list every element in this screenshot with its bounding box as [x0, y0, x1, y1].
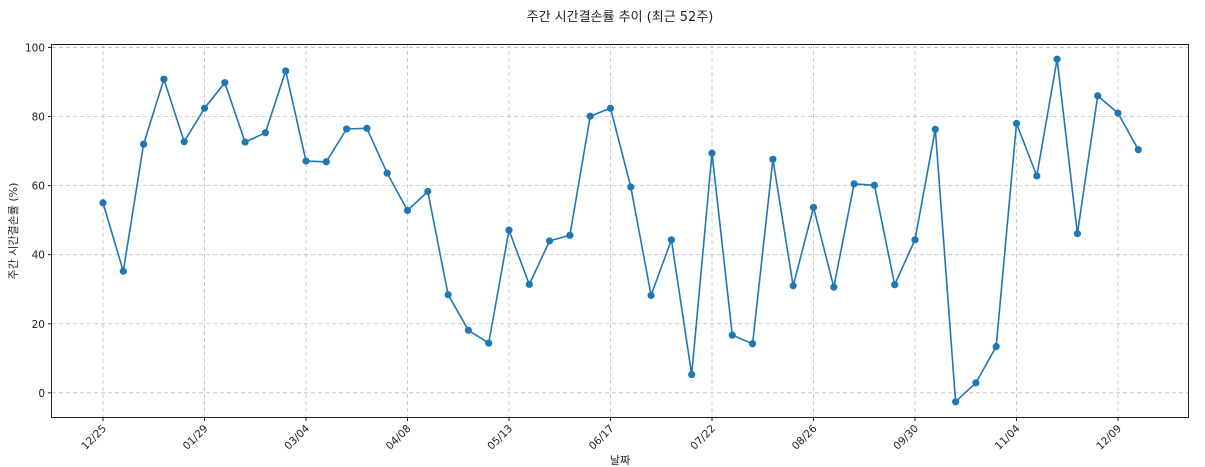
data-point [688, 370, 696, 379]
series-layer [99, 55, 1142, 406]
chart-title: 주간 시간결손률 추이 (최근 52주) [527, 10, 714, 25]
x-tick-label: 06/17 [587, 423, 617, 453]
data-point [749, 340, 757, 348]
data-point [221, 79, 229, 87]
data-point [1094, 92, 1102, 100]
data-point [424, 187, 432, 196]
data-point [119, 267, 127, 275]
data-point [708, 149, 716, 157]
x-axis-ticks: 12/25 01/29 03/04 04/08 05/13 06/17 07/22 08/26… [79, 417, 1124, 453]
y-tick-label: 0 [38, 388, 45, 400]
data-point [200, 104, 209, 112]
data-point [647, 291, 655, 300]
data-point [464, 326, 472, 334]
data-point [1114, 109, 1122, 117]
data-point [667, 236, 676, 244]
x-tick-label: 07/22 [688, 423, 718, 453]
x-tick-label: 11/04 [993, 422, 1023, 452]
y-tick-label: 80 [32, 112, 45, 124]
data-point [505, 226, 513, 234]
x-tick-label: 09/30 [891, 423, 921, 453]
y-axis-label: 주간 시간결손률 (%) [7, 183, 20, 280]
data-point [992, 342, 1000, 351]
data-point [241, 138, 249, 146]
y-tick-label: 100 [25, 42, 45, 54]
plot-frame [51, 44, 1189, 418]
data-point [261, 129, 269, 137]
data-point [566, 231, 574, 239]
data-point [769, 155, 777, 163]
data-point [789, 282, 797, 290]
data-point [809, 203, 818, 211]
x-tick-label: 05/13 [485, 423, 515, 453]
data-point [728, 331, 736, 339]
x-tick-label: 12/25 [79, 423, 109, 453]
data-point [931, 125, 939, 133]
data-point [525, 280, 533, 288]
grid [52, 44, 1188, 417]
data-point [485, 339, 493, 347]
data-point [99, 199, 107, 207]
x-tick-label: 12/09 [1094, 423, 1124, 453]
data-point [850, 180, 858, 188]
y-axis-ticks: 0 20 40 60 80 100 [25, 42, 52, 400]
data-point [627, 183, 635, 191]
data-point [322, 158, 330, 166]
y-tick-label: 40 [32, 250, 45, 262]
data-point [1134, 146, 1142, 154]
data-point [363, 124, 371, 132]
data-point [444, 291, 452, 299]
data-point [1012, 119, 1021, 128]
data-point [952, 398, 960, 406]
data-point [403, 206, 412, 215]
data-point [911, 236, 919, 244]
data-point [1073, 230, 1081, 238]
data-point [546, 237, 554, 245]
data-point [1053, 55, 1061, 63]
data-point [870, 181, 879, 189]
data-point [383, 169, 391, 177]
y-tick-label: 60 [32, 181, 45, 193]
x-tick-label: 01/29 [181, 423, 211, 453]
x-tick-label: 04/08 [384, 423, 414, 453]
data-point [343, 125, 351, 133]
data-point [830, 283, 838, 291]
data-point [1033, 172, 1041, 180]
data-point [586, 112, 594, 120]
y-tick-label: 20 [32, 319, 45, 331]
x-tick-label: 03/04 [282, 422, 312, 452]
data-point [972, 379, 980, 387]
x-tick-label: 08/26 [790, 422, 820, 452]
data-point [606, 104, 615, 112]
data-point [302, 157, 310, 165]
data-point [891, 281, 899, 289]
data-point [140, 140, 148, 148]
data-point [282, 67, 290, 75]
data-point [160, 75, 168, 83]
data-point [180, 138, 188, 146]
series-line [102, 59, 1139, 404]
x-axis-label: 날짜 [610, 454, 630, 467]
